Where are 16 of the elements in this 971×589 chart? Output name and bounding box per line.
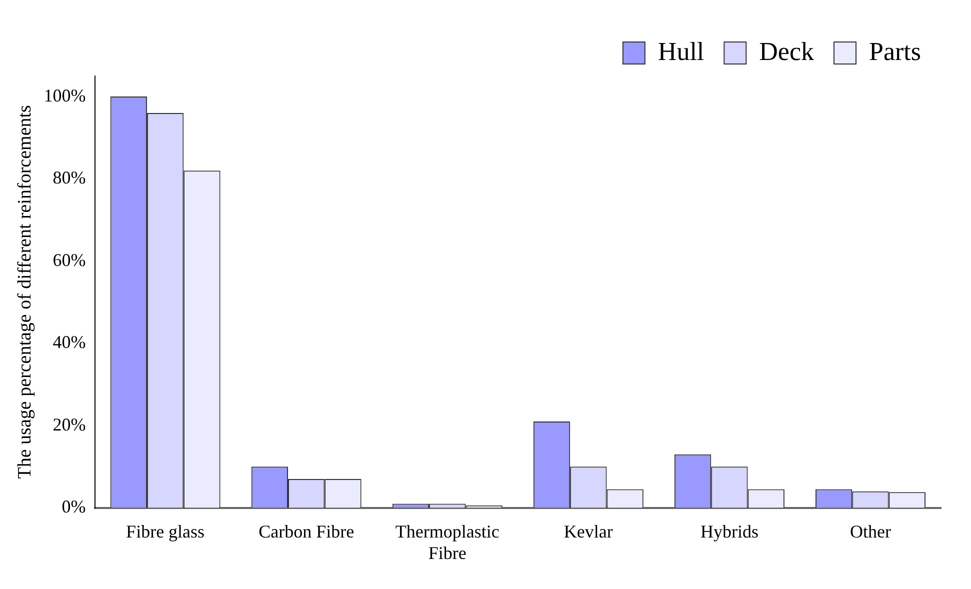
x-tick-label: Carbon Fibre bbox=[258, 521, 354, 542]
legend-label: Hull bbox=[658, 36, 704, 66]
y-axis-title: The usage percentage of different reinforcements bbox=[14, 105, 36, 479]
y-tick-label: 60% bbox=[52, 250, 86, 270]
y-tick-label: 80% bbox=[52, 168, 86, 188]
y-tick-label: 40% bbox=[52, 332, 86, 352]
x-tick-label: Thermoplastic Fibre bbox=[395, 521, 500, 563]
x-tick-label: Kevlar bbox=[564, 521, 613, 542]
x-tick-label: Fibre glass bbox=[126, 521, 205, 542]
y-tick-label: 100% bbox=[44, 85, 86, 106]
legend-label: Deck bbox=[759, 36, 814, 66]
y-tick-label: 20% bbox=[52, 414, 86, 434]
x-tick-label: Hybrids bbox=[700, 521, 758, 542]
y-tick-label: 0% bbox=[62, 496, 86, 517]
x-tick-label: Other bbox=[850, 521, 891, 542]
legend-label: Parts bbox=[869, 36, 921, 66]
